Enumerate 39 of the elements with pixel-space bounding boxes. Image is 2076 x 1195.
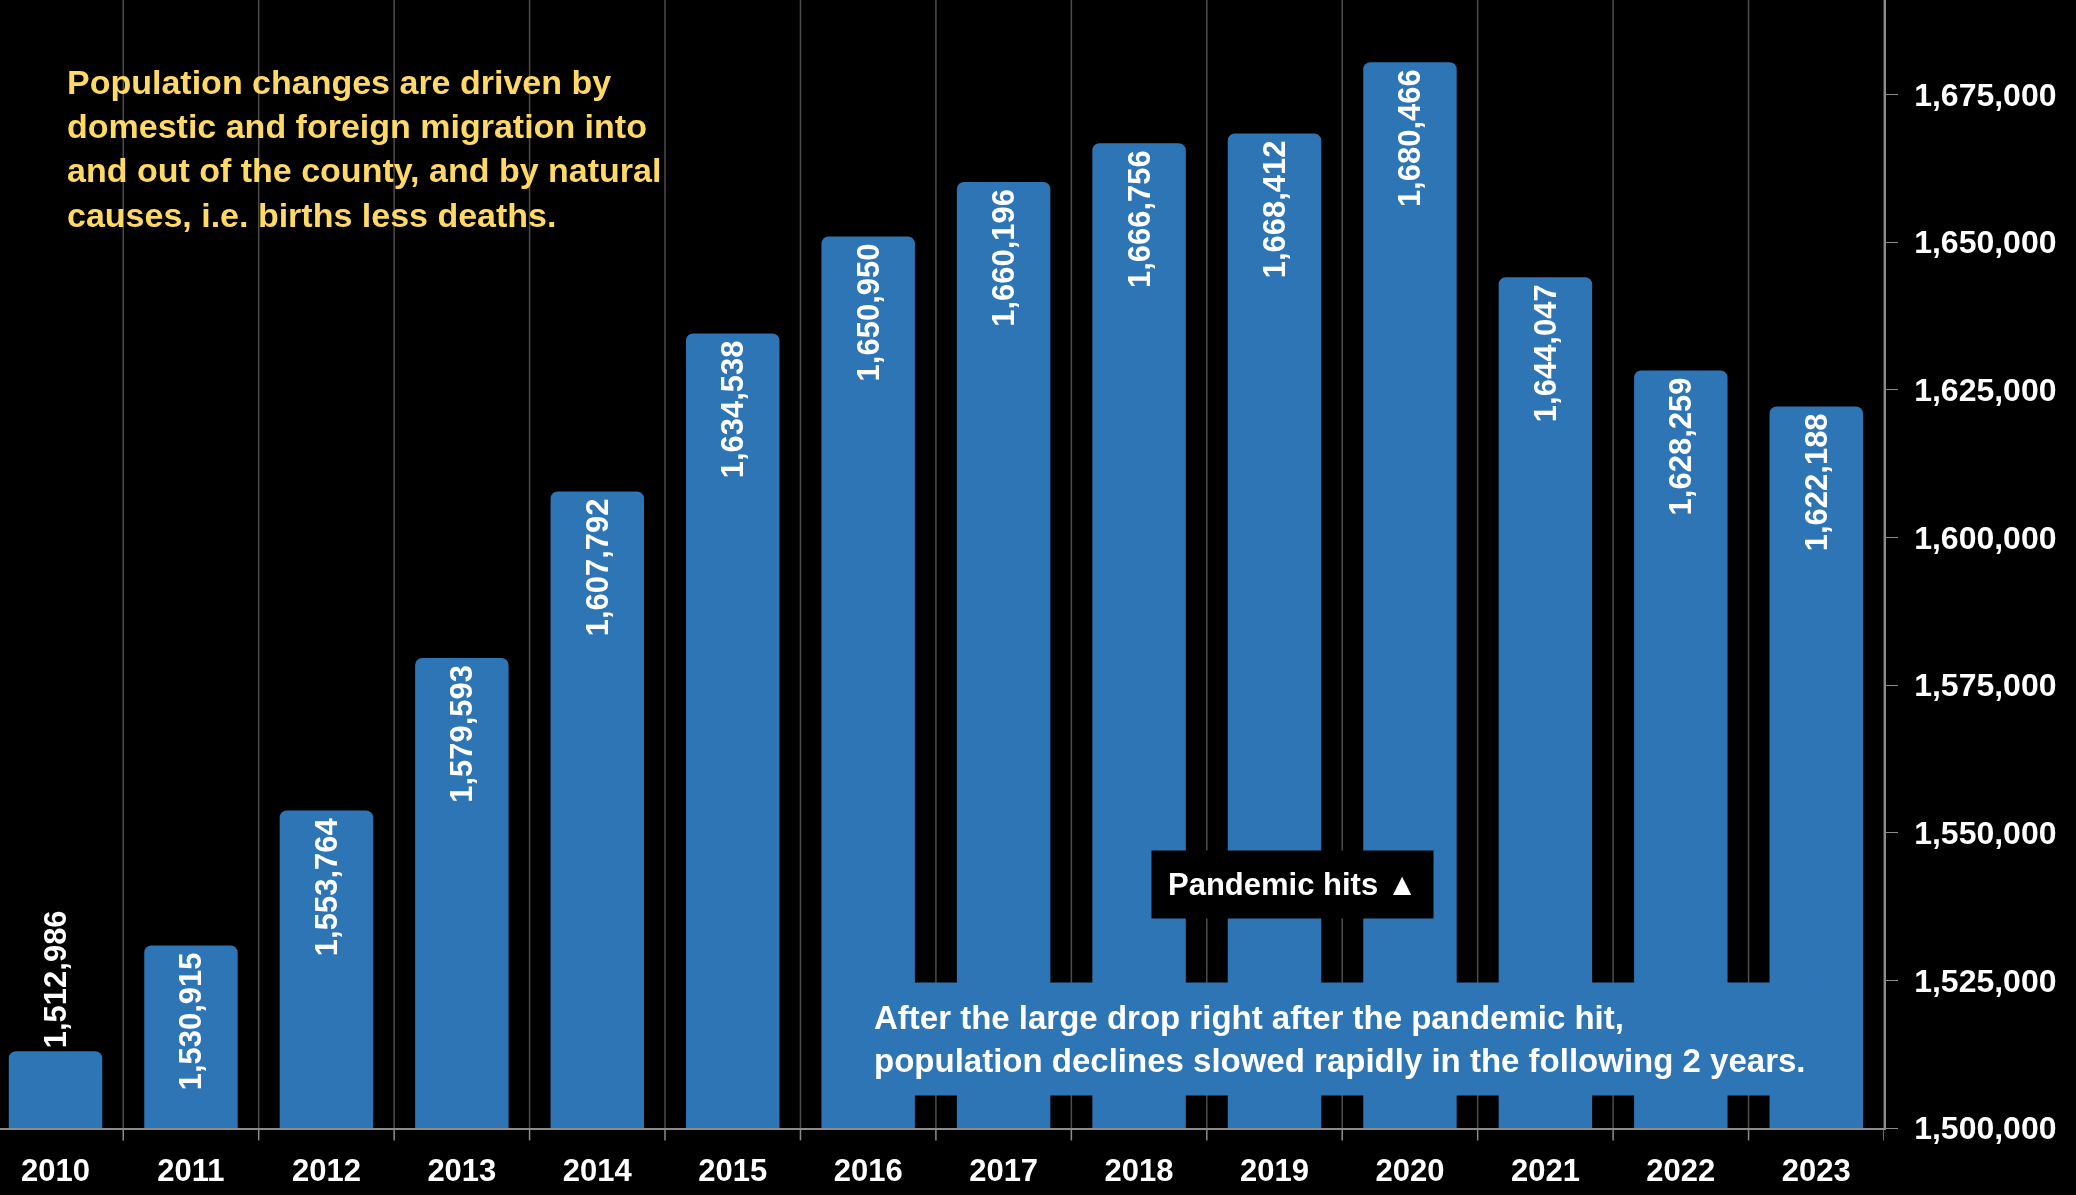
y-tick-label: 1,575,000: [1914, 667, 2057, 704]
y-tick-label: 1,675,000: [1914, 76, 2057, 113]
x-tick-label: 2016: [833, 1152, 903, 1188]
data-label: 1,668,412: [1257, 140, 1293, 279]
x-tick-label: 2011: [157, 1152, 225, 1188]
data-label: 1,680,466: [1392, 69, 1428, 208]
x-tick-label: 2021: [1510, 1152, 1580, 1188]
data-label: 1,607,792: [579, 498, 615, 637]
x-tick-label: 2012: [291, 1152, 361, 1188]
annotation: Pandemic hits ▲: [1168, 867, 1418, 902]
data-label: 1,579,593: [444, 664, 480, 803]
data-label: 1,634,538: [715, 340, 751, 479]
x-tick-label: 2010: [21, 1152, 91, 1188]
x-tick-label: 2017: [969, 1152, 1039, 1188]
data-label: 1,650,950: [850, 243, 886, 382]
annotation: After the large drop right after the pandemic hit, population declines slowed rapidly in the following 2 years.: [874, 999, 1806, 1079]
x-tick-label: 2013: [427, 1152, 497, 1188]
data-label: 1,644,047: [1527, 284, 1563, 423]
x-tick-label: 2015: [698, 1152, 768, 1188]
data-label: 1,628,259: [1663, 377, 1699, 516]
x-tick-label: 2018: [1104, 1152, 1174, 1188]
data-label: 1,660,196: [986, 188, 1022, 327]
y-tick-label: 1,600,000: [1914, 519, 2057, 556]
data-label: 1,553,764: [308, 817, 344, 957]
annotation: Population changes are driven by domestic and foreign migration into and out of the county, and by natural causes, i.e. births less deaths.: [67, 63, 662, 234]
x-tick-label: 2020: [1375, 1152, 1445, 1188]
data-label: 1,666,756: [1121, 150, 1157, 289]
x-tick-label: 2023: [1781, 1152, 1851, 1188]
y-tick-label: 1,550,000: [1914, 814, 2057, 851]
y-tick-label: 1,525,000: [1914, 962, 2057, 999]
x-tick-label: 2019: [1240, 1152, 1309, 1188]
x-tick-label: 2022: [1646, 1152, 1716, 1188]
y-tick-label: 1,500,000: [1914, 1110, 2057, 1147]
data-label: 1,622,188: [1798, 413, 1834, 552]
y-tick-label: 1,625,000: [1914, 371, 2057, 408]
data-label: 1,512,986: [38, 910, 74, 1049]
data-label: 1,530,915: [173, 952, 209, 1091]
x-tick-label: 2014: [562, 1152, 633, 1188]
y-tick-label: 1,650,000: [1914, 224, 2057, 261]
